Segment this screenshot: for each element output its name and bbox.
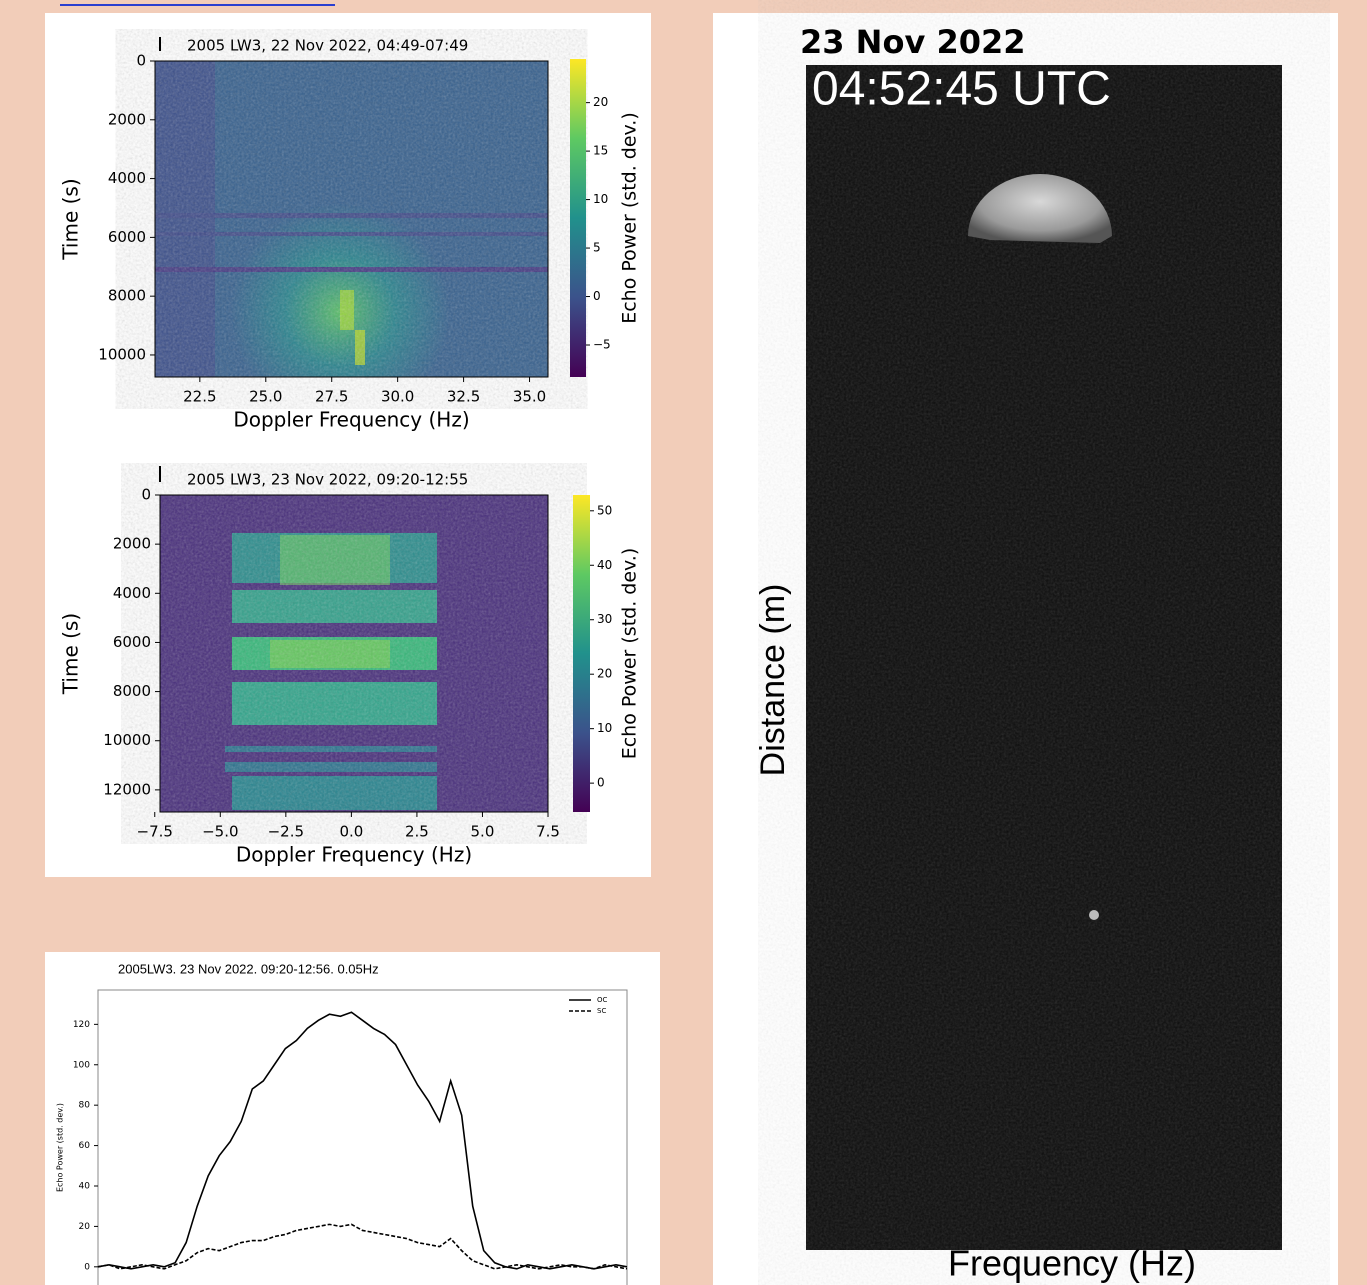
colorbar-tick-label: 10 bbox=[593, 192, 608, 206]
x-tick-label: 0.0 bbox=[339, 823, 363, 841]
y-tick-label: 6000 bbox=[108, 228, 146, 246]
radar-image bbox=[806, 65, 1282, 1250]
colorbar bbox=[573, 495, 590, 812]
y-tick-label: 0 bbox=[136, 52, 146, 70]
legend-label: SC bbox=[597, 1007, 606, 1015]
colorbar bbox=[570, 59, 586, 377]
y-tick-label: 4000 bbox=[113, 584, 151, 602]
y-axis-label: Echo Power (std. dev.) bbox=[56, 1103, 65, 1192]
y-tick-label: 8000 bbox=[113, 682, 151, 700]
y-tick-label: 6000 bbox=[113, 633, 151, 651]
colorbar-tick-label: 5 bbox=[593, 241, 601, 255]
y-axis-label: Time (s) bbox=[59, 613, 83, 695]
colorbar-tick-label: 20 bbox=[593, 95, 608, 109]
y-tick-label: 2000 bbox=[113, 535, 151, 553]
y-tick-label: 4000 bbox=[108, 169, 146, 187]
y-tick-label: 120 bbox=[73, 1020, 90, 1030]
colorbar-label: Echo Power (std. dev.) bbox=[619, 112, 641, 324]
x-tick-label: 27.5 bbox=[315, 388, 348, 406]
plot-frame bbox=[154, 60, 549, 378]
panel bbox=[45, 952, 660, 1285]
colorbar-tick-label: 20 bbox=[597, 667, 612, 681]
y-tick-label: 10000 bbox=[103, 731, 151, 749]
colorbar-tick-label: 15 bbox=[593, 144, 608, 158]
colorbar-tick-label: −5 bbox=[593, 338, 611, 352]
colorbar-tick-label: 0 bbox=[593, 289, 601, 303]
heatmap-image bbox=[160, 495, 548, 812]
y-tick-label: 40 bbox=[79, 1181, 91, 1191]
x-tick-label: 32.5 bbox=[447, 388, 480, 406]
chart-title: 2005 LW3, 23 Nov 2022, 09:20-12:55 bbox=[187, 471, 468, 489]
colorbar-tick-label: 30 bbox=[597, 612, 612, 626]
y-tick-label: 100 bbox=[73, 1060, 90, 1070]
y-tick-label: 20 bbox=[79, 1222, 91, 1232]
image-date: 23 Nov 2022 bbox=[800, 23, 1026, 61]
y-axis-label: Time (s) bbox=[59, 178, 83, 260]
plot-frame bbox=[159, 494, 549, 813]
heatmap-image bbox=[155, 61, 548, 377]
y-tick-label: 60 bbox=[79, 1141, 91, 1151]
colorbar-tick-label: 50 bbox=[597, 503, 612, 517]
x-tick-label: 35.0 bbox=[513, 388, 546, 406]
x-tick-label: 22.5 bbox=[183, 388, 216, 406]
x-tick-label: 7.5 bbox=[536, 823, 560, 841]
chart-title: 2005LW3. 23 Nov 2022. 09:20-12:56. 0.05H… bbox=[118, 961, 379, 976]
x-axis-label: Doppler Frequency (Hz) bbox=[236, 843, 472, 867]
x-tick-label: −2.5 bbox=[268, 823, 304, 841]
plot-frame bbox=[97, 989, 628, 1285]
y-tick-label: 2000 bbox=[108, 110, 146, 128]
image-time: 04:52:45 UTC bbox=[812, 63, 1111, 116]
y-tick-label: 0 bbox=[84, 1262, 90, 1272]
series-line bbox=[97, 1011, 628, 1270]
y-tick-label: 12000 bbox=[103, 780, 151, 798]
x-tick-label: 5.0 bbox=[471, 823, 495, 841]
image-ylabel: Distance (m) bbox=[754, 584, 792, 777]
y-tick-label: 8000 bbox=[108, 287, 146, 305]
y-tick-label: 10000 bbox=[98, 345, 146, 363]
legend-label: OC bbox=[597, 996, 608, 1004]
x-axis-label: Doppler Frequency (Hz) bbox=[233, 408, 469, 432]
colorbar-label: Echo Power (std. dev.) bbox=[619, 548, 641, 760]
colorbar-tick-label: 0 bbox=[597, 776, 605, 790]
x-tick-label: 2.5 bbox=[405, 823, 429, 841]
chart-title: 2005 LW3, 22 Nov 2022, 04:49-07:49 bbox=[187, 37, 468, 55]
image-xlabel: Frequency (Hz) bbox=[948, 1243, 1196, 1284]
y-tick-label: 80 bbox=[79, 1101, 91, 1111]
x-tick-label: 25.0 bbox=[249, 388, 282, 406]
y-tick-label: 0 bbox=[141, 486, 151, 504]
colorbar-tick-label: 10 bbox=[597, 721, 612, 735]
x-tick-label: −7.5 bbox=[137, 823, 173, 841]
colorbar-tick-label: 40 bbox=[597, 558, 612, 572]
x-tick-label: −5.0 bbox=[202, 823, 238, 841]
x-tick-label: 30.0 bbox=[381, 388, 414, 406]
series-line bbox=[97, 1223, 628, 1270]
